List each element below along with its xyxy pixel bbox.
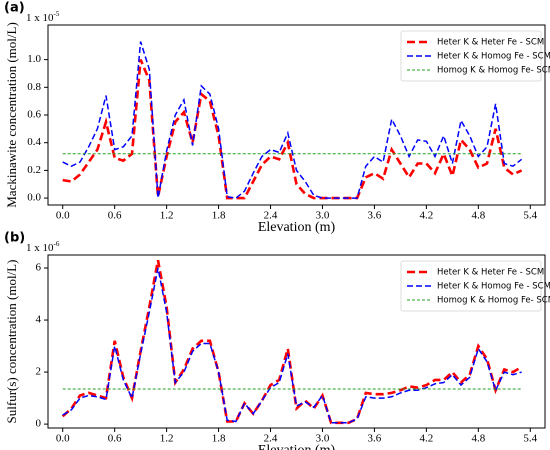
y-tick-label: 4 <box>36 314 42 326</box>
legend-label: Heter K & Homog Fe - SCM <box>437 282 550 292</box>
legend-label: Homog K & Homog Fe- SCM <box>437 66 550 76</box>
offset-exponent: -6 <box>54 240 60 248</box>
y-tick-label: 6 <box>36 262 42 274</box>
legend-box <box>400 30 542 82</box>
y-tick-label: 0.2 <box>27 164 41 176</box>
y-axis-title: Mackinawite concentration (mol/L) <box>4 22 19 208</box>
series-line <box>62 41 523 199</box>
x-tick-label: 3.6 <box>368 433 382 445</box>
x-tick-label: 0.0 <box>56 433 70 445</box>
plot-frame <box>47 254 546 429</box>
series-line <box>62 267 522 424</box>
legend-box <box>400 260 542 312</box>
x-tick-label: 0.6 <box>108 210 122 222</box>
y-tick-label: 0.0 <box>27 192 41 204</box>
x-tick-label: 5.4 <box>523 210 537 222</box>
x-tick-label: 2.4 <box>264 433 278 445</box>
x-tick-label: 0.6 <box>108 433 122 445</box>
y-tick-label: 0 <box>36 418 42 430</box>
x-tick-label: 4.2 <box>420 210 434 222</box>
y-tick-label: 1.0 <box>27 53 41 65</box>
offset-label: 1 x 10-6 <box>26 240 60 254</box>
panel-label: (a) <box>4 1 25 16</box>
plot-frame <box>47 24 546 206</box>
x-tick-label: 4.8 <box>471 433 485 445</box>
series-line <box>62 59 523 200</box>
x-tick-label: 4.8 <box>471 210 485 222</box>
legend-label: Homog K & Homog Fe- SCM <box>437 296 550 306</box>
offset-base: 1 x 10 <box>26 242 54 254</box>
legend-label: Heter K & Heter Fe - SCM <box>437 38 544 48</box>
x-tick-label: 1.8 <box>212 210 226 222</box>
x-tick-label: 2.4 <box>264 210 278 222</box>
x-tick-label: 1.2 <box>160 433 174 445</box>
x-axis-title: Elevation (m) <box>258 443 336 450</box>
series-line <box>61 259 523 425</box>
y-tick-label: 0.8 <box>27 81 41 93</box>
offset-base: 1 x 10 <box>26 12 54 24</box>
x-tick-label: 5.4 <box>523 433 537 445</box>
legend-label: Heter K & Homog Fe - SCM <box>437 52 550 62</box>
panel-label: (b) <box>4 231 25 246</box>
x-tick-label: 3.6 <box>368 210 382 222</box>
x-tick-label: 1.8 <box>212 433 226 445</box>
x-tick-label: 3.0 <box>316 210 330 222</box>
offset-label: 1 x 10-5 <box>26 10 60 24</box>
x-tick-label: 0.0 <box>56 210 70 222</box>
y-tick-label: 0.6 <box>27 109 41 121</box>
offset-exponent: -5 <box>54 10 60 18</box>
x-tick-label: 3.0 <box>316 433 330 445</box>
x-tick-label: 4.2 <box>420 433 434 445</box>
legend-label: Heter K & Heter Fe - SCM <box>437 268 544 278</box>
x-tick-label: 1.2 <box>160 210 174 222</box>
y-tick-label: 0.4 <box>27 136 41 148</box>
x-axis-title: Elevation (m) <box>258 220 336 235</box>
y-tick-label: 2 <box>36 366 42 378</box>
y-axis-title: Sulfur(s) concentration (mol/L) <box>4 260 19 424</box>
